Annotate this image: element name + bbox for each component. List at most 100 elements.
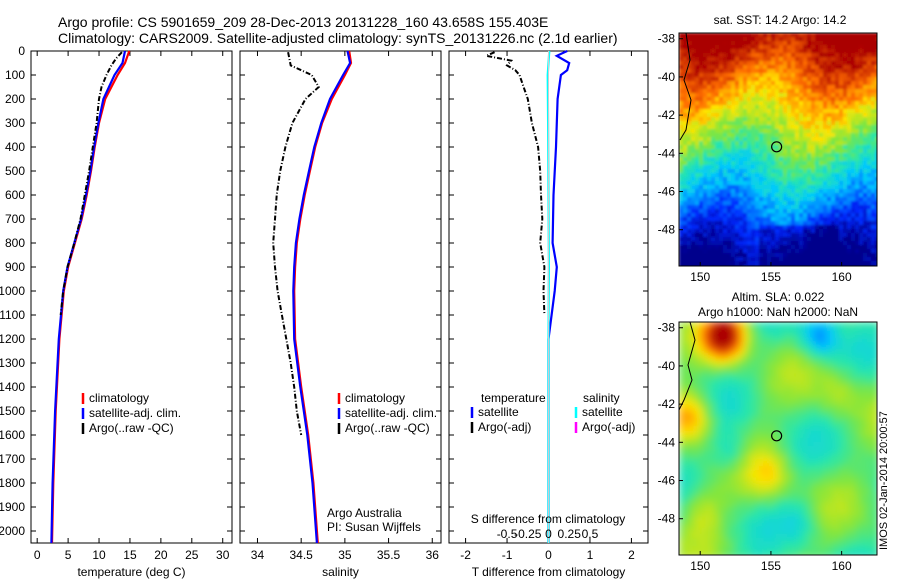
map-cell [783,49,788,54]
map-cell [819,434,824,439]
map-cell [823,374,828,379]
map-cell [823,93,828,98]
map-cell [727,402,732,407]
map-cell [871,193,876,198]
map-cell [855,165,860,170]
map-cell [731,69,736,74]
map-cell [827,414,832,419]
map-cell [739,253,744,258]
map-cell [835,189,840,194]
map-cell [747,245,752,250]
map-cell [867,153,872,158]
map-cell [811,370,816,375]
map-cell [703,434,708,439]
map-cell [771,225,776,230]
map-cell [847,418,852,423]
map-cell [703,81,708,86]
map-cell [763,450,768,455]
map-cell [699,209,704,214]
map-cell [819,77,824,82]
map-cell [831,458,836,463]
map-cell [851,73,856,78]
map-cell [703,406,708,411]
map-cell [679,137,684,142]
map-cell [695,354,700,359]
map-cell [695,426,700,431]
map-cell [767,45,772,50]
map-cell [795,406,800,411]
map-cell [835,326,840,331]
map-cell [707,189,712,194]
map-cell [859,386,864,391]
map-cell [731,454,736,459]
map-cell [699,41,704,46]
map-cell [743,233,748,238]
map-cell [679,129,684,134]
map-cell [815,414,820,419]
map-cell [703,209,708,214]
map-cell [723,197,728,202]
map-cell [719,326,724,331]
map-cell [803,398,808,403]
map-cell [711,105,716,110]
map-cell [839,161,844,166]
map-cell [875,338,877,343]
map-cell [755,402,760,407]
map-cell [771,169,776,174]
map-cell [683,61,688,66]
map-cell [755,193,760,198]
map-cell [679,382,684,387]
map-cell [863,33,868,38]
map-cell [711,430,716,435]
map-cell [815,133,820,138]
map-cell [863,458,868,463]
map-cell [843,193,848,198]
map-cell [739,197,744,202]
map-cell [823,153,828,158]
map-cell [847,245,852,250]
map-cell [691,334,696,339]
map-cell [831,386,836,391]
map-cell [783,169,788,174]
map-cell [819,57,824,62]
map-cell [835,69,840,74]
map-cell [831,133,836,138]
map-cell [691,454,696,459]
map-cell [819,145,824,150]
map-cell [699,378,704,383]
map-cell [835,330,840,335]
map-cell [823,125,828,130]
map-cell [767,438,772,443]
map-cell [811,386,816,391]
map-cell [787,334,792,339]
map-cell [727,57,732,62]
map-cell [767,338,772,343]
map-cell [747,145,752,150]
map-cell [791,85,796,90]
map-cell [707,197,712,202]
map-cell [679,261,684,266]
map-cell [835,145,840,150]
map-cell [719,430,724,435]
map-cell [775,362,780,367]
map-cell [815,257,820,262]
map-cell [767,85,772,90]
map-cell [751,141,756,146]
map-cell [803,73,808,78]
map-cell [699,221,704,226]
map-cell [771,105,776,110]
map-cell [679,85,684,90]
x-axis-label: T difference from climatology [472,565,626,579]
map-cell [719,261,724,266]
map-cell [731,121,736,126]
map-cell [819,169,824,174]
map-cell [771,261,776,266]
map-cell [807,173,812,178]
map-cell [791,402,796,407]
map-cell [807,346,812,351]
map-cell [755,105,760,110]
map-cell [755,109,760,114]
map-cell [699,185,704,190]
map-cell [819,370,824,375]
map-cell [811,161,816,166]
